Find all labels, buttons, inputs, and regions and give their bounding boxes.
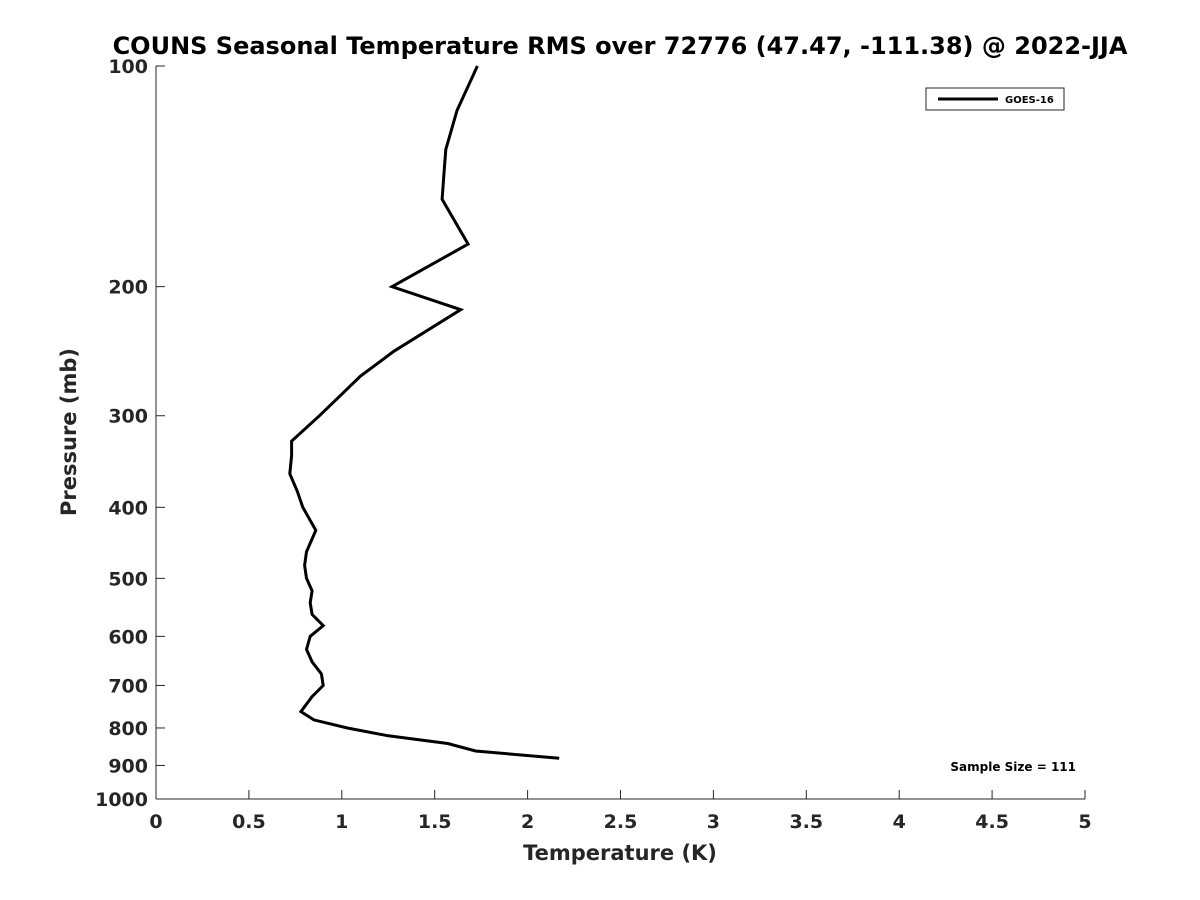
y-tick-label: 300 [108,406,148,428]
plot-area: 0 0.5 1 1.5 2 2.5 3 3.5 4 4.5 5 100 200 300 400 500 600… [95,56,1092,833]
y-tick-label: 1000 [95,789,148,811]
legend: GOES-16 [925,87,1065,111]
x-tick-label: 4 [893,811,906,833]
sample-size-annotation: Sample Size = 111 [950,760,1076,774]
legend-label-goes-16: GOES-16 [1005,95,1054,106]
x-tick-label: 1.5 [418,811,452,833]
x-tick-label: 3.5 [789,811,823,833]
x-tick-label: 0 [149,811,162,833]
y-tick-label: 600 [108,626,148,648]
x-tick-label: 1 [335,811,348,833]
series-layer [288,65,560,760]
series-line-goes-16 [288,65,560,760]
y-tick-label: 700 [108,675,148,697]
y-tick-label: 900 [108,755,148,777]
x-tick-label: 5 [1078,811,1091,833]
x-tick-label: 3 [707,811,720,833]
y-tick-label: 400 [108,497,148,519]
y-tick-label: 800 [108,718,148,740]
y-tick-label: 100 [108,56,148,78]
x-axis-ticks: 0 0.5 1 1.5 2 2.5 3 3.5 4 4.5 5 [149,790,1092,833]
y-tick-label: 200 [108,277,148,299]
y-tick-label: 500 [108,568,148,590]
chart-title: COUNS Seasonal Temperature RMS over 7277… [113,32,1128,60]
x-tick-label: 2 [521,811,534,833]
x-axis-label: Temperature (K) [523,841,717,865]
y-axis-label: Pressure (mb) [57,348,81,516]
y-axis-ticks: 100 200 300 400 500 600 700 800 900 1000 [95,56,165,811]
x-tick-label: 4.5 [975,811,1009,833]
x-tick-label: 0.5 [232,811,266,833]
x-tick-label: 2.5 [604,811,638,833]
